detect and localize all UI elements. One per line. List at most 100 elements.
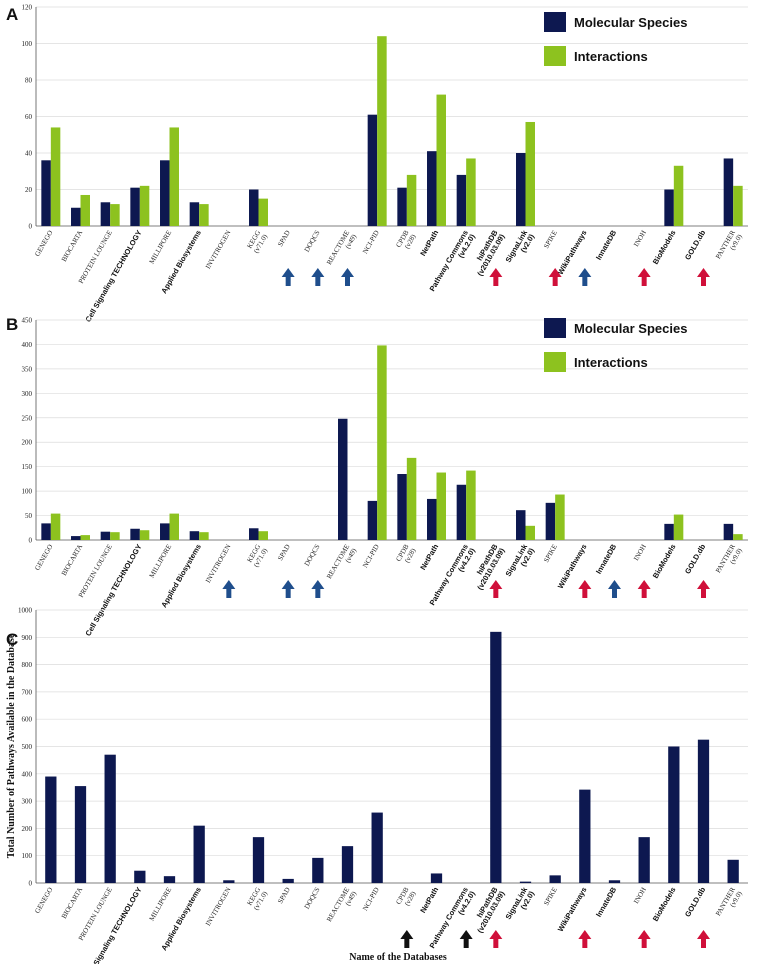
- bar-b-interactions-biomodels: [673, 514, 684, 540]
- bar-b-molecular-species-panther-v9-0: [723, 523, 734, 540]
- arrow-up-icon: [281, 580, 295, 598]
- bar-b-molecular-species-genego: [41, 523, 51, 540]
- x-tick-label: INOH: [632, 229, 648, 248]
- bar-c-pathways-wikipathways: [579, 789, 591, 883]
- bar-c-pathways-netpath: [430, 873, 443, 883]
- x-tick-label: SPIKE: [542, 543, 559, 564]
- x-tick-label: GOLD.db: [683, 228, 707, 261]
- x-tick-label: SPAD: [276, 229, 292, 248]
- y-axis-title: Total Number of Pathways Available in th…: [6, 633, 17, 858]
- bar-a-molecular-species-biocarta: [71, 207, 81, 226]
- bar-c-pathways-cell-signaling-technology: [134, 870, 146, 883]
- x-tick-label: BioModels: [651, 229, 678, 266]
- x-tick-label: REACTOME(v49): [325, 885, 358, 927]
- x-tick-label: InnateDB: [594, 542, 619, 576]
- bar-a-interactions-signalink-v2-0: [525, 121, 535, 226]
- x-tick-label: NCI-PID: [361, 543, 381, 569]
- legend-label: Molecular Species: [574, 15, 687, 30]
- bar-a-interactions-biomodels: [673, 165, 684, 226]
- bar-b-interactions-millipore: [169, 513, 179, 540]
- bar-b-interactions-biocarta: [80, 535, 90, 540]
- x-tick-label: GENEGO: [33, 886, 54, 915]
- bar-b-interactions-protein-lounge: [110, 532, 120, 540]
- bar-a-molecular-species-biomodels: [664, 189, 674, 226]
- bar-c-pathways-nci-pid: [371, 812, 383, 883]
- x-tick-label: GENEGO: [33, 229, 54, 258]
- bar-c-pathways-applied-biosystems: [193, 825, 205, 883]
- y-tick-label: 800: [22, 661, 33, 669]
- y-tick-label: 100: [22, 852, 33, 860]
- bar-a-interactions-cell-signaling-technology: [139, 185, 150, 226]
- bar-a-interactions-applied-biosystems: [199, 204, 209, 226]
- bar-a-interactions-pathway-commons-v4-2-0: [466, 158, 476, 226]
- arrow-up-icon: [281, 268, 295, 286]
- x-tick-label: SPAD: [276, 886, 292, 905]
- bar-c-pathways-invitrogen: [223, 880, 235, 883]
- y-tick-label: 80: [25, 77, 33, 85]
- bar-a-molecular-species-kegg-v71-0: [249, 189, 259, 226]
- bar-a-interactions-panther-v9-0: [733, 185, 743, 226]
- bar-a-molecular-species-cell-signaling-technology: [130, 187, 140, 226]
- x-tick-label: KEGG(v71.0): [245, 228, 269, 254]
- arrow-up-icon: [578, 268, 592, 286]
- bar-c-pathways-signalink-v2-0: [519, 881, 532, 883]
- x-tick-label: Cell Signaling TECHNOLOGY: [83, 229, 143, 324]
- bar-c-pathways-spike: [549, 875, 561, 883]
- x-tick-label: NetPath: [418, 542, 440, 571]
- bar-c-pathways-panther-v9-0: [727, 859, 739, 883]
- x-tick-label: REACTOME(v49): [325, 228, 358, 270]
- bar-c-pathways-biocarta: [74, 786, 87, 883]
- bar-a-molecular-species-panther-v9-0: [723, 158, 734, 226]
- bar-b-interactions-kegg-v71-0: [258, 531, 268, 540]
- panel-letter-c: C: [6, 630, 18, 649]
- bar-b-interactions-pathway-commons-v4-2-0: [466, 470, 476, 540]
- x-tick-label: INOH: [632, 543, 648, 562]
- bar-a-interactions-nci-pid: [377, 36, 387, 227]
- x-tick-label: SPAD: [276, 543, 292, 562]
- bar-c-pathways-innatedb: [608, 880, 621, 883]
- x-tick-label: INOH: [632, 886, 648, 905]
- y-tick-label: 600: [22, 716, 33, 724]
- arrow-up-icon: [608, 580, 621, 598]
- bar-a-interactions-genego: [50, 127, 61, 226]
- legend-label: Molecular Species: [574, 321, 687, 336]
- arrow-up-icon: [311, 580, 325, 598]
- bar-b-interactions-cell-signaling-technology: [139, 530, 150, 540]
- panel-letter-b: B: [6, 315, 18, 334]
- y-tick-label: 350: [22, 365, 33, 373]
- arrow-up-icon: [222, 580, 236, 598]
- bar-a-molecular-species-pathway-commons-v4-2-0: [456, 174, 467, 226]
- arrow-up-icon: [697, 930, 710, 948]
- bar-a-molecular-species-genego: [41, 160, 51, 226]
- bar-a-interactions-biocarta: [80, 194, 90, 226]
- arrow-up-icon: [489, 268, 503, 286]
- y-tick-label: 300: [22, 798, 33, 806]
- x-tick-label: REACTOME(v49): [325, 542, 358, 584]
- bar-b-interactions-netpath: [436, 472, 446, 540]
- x-tick-label: SignaLink(v2.0): [504, 228, 537, 268]
- arrow-up-icon: [637, 580, 651, 598]
- arrow-up-icon: [311, 268, 325, 286]
- x-tick-label: SPIKE: [542, 886, 559, 907]
- x-tick-label: CPDB(v28): [394, 542, 417, 566]
- y-tick-label: 50: [25, 512, 33, 520]
- y-tick-label: 250: [22, 414, 33, 422]
- bar-a-interactions-millipore: [169, 127, 179, 226]
- bar-b-molecular-species-cpdb-v28: [397, 474, 407, 540]
- bar-a-molecular-species-nci-pid: [367, 114, 378, 226]
- bar-b-molecular-species-signalink-v2-0: [516, 510, 526, 540]
- bar-b-interactions-nci-pid: [377, 345, 387, 540]
- x-tick-label: KEGG(v71.0): [245, 885, 269, 911]
- bar-b-molecular-species-kegg-v71-0: [249, 528, 259, 540]
- panel-c: C 0 100 200 300 400 500 600 700 800 900 1000 GENEGO B…: [6, 607, 748, 964]
- bar-a-interactions-netpath: [436, 94, 446, 226]
- y-tick-label: 100: [22, 40, 33, 48]
- x-tick-label: hiPathDB(v2010.03.09): [468, 542, 506, 591]
- bar-b-molecular-species-reactome-v49: [338, 418, 348, 540]
- bar-b-molecular-species-nci-pid: [367, 500, 378, 540]
- x-tick-label: PANTHER(v9.0): [714, 542, 744, 578]
- x-tick-label: hiPathDB(v2010.03.09): [468, 228, 506, 277]
- x-tick-label: InnateDB: [594, 228, 619, 262]
- x-tick-label: NCI-PID: [361, 886, 381, 912]
- y-tick-label: 100: [22, 488, 33, 496]
